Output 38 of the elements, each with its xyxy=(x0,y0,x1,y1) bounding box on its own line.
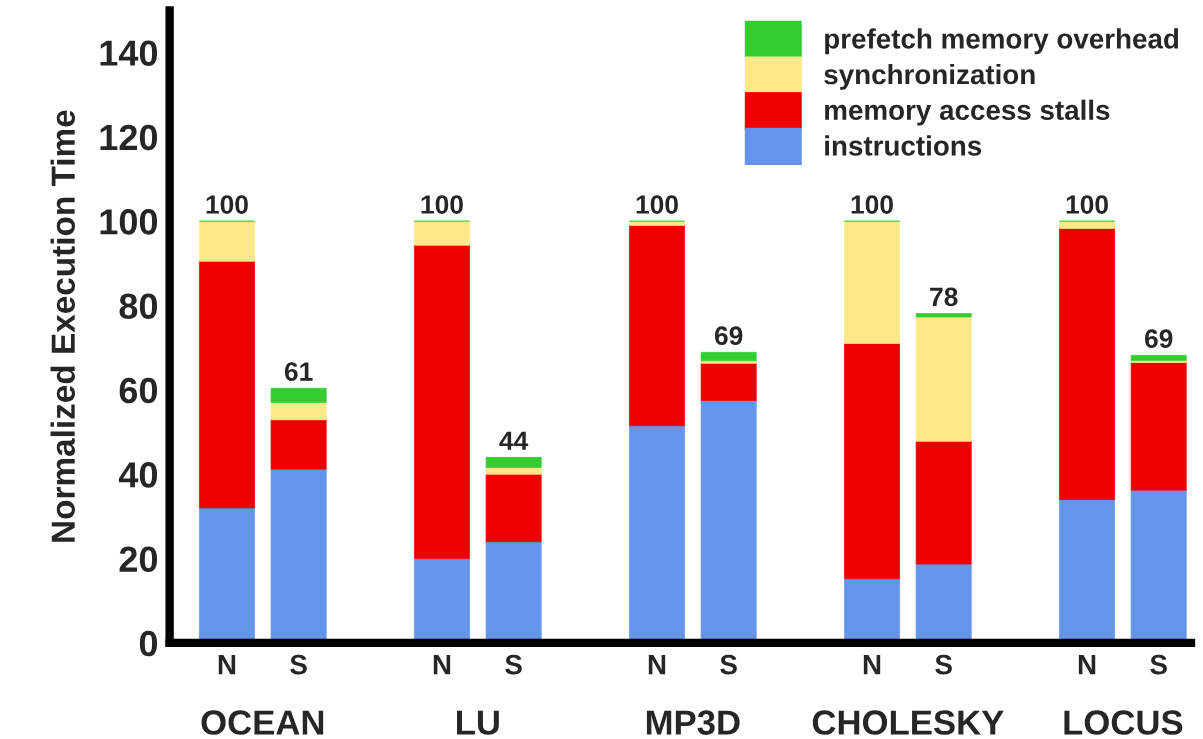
total-label: 100 xyxy=(851,195,893,214)
x-tick-label: S xyxy=(935,654,952,675)
total-label: 100 xyxy=(636,195,678,214)
y-tick-label: 100 xyxy=(100,209,158,235)
total-label: 100 xyxy=(421,195,463,214)
x-tick-label: N xyxy=(433,655,451,675)
legend-label: memory access stalls xyxy=(825,99,1110,126)
total-label: 44 xyxy=(499,431,529,450)
legend-label: prefetch memory overhead xyxy=(825,28,1179,55)
y-tick-label: 60 xyxy=(119,377,158,404)
text: MP3D xyxy=(646,710,740,735)
x-tick-label: N xyxy=(218,655,236,675)
x-tick-label: N xyxy=(1078,655,1096,675)
text: CHOLESKY xyxy=(812,710,1004,735)
y-tick-label: 140 xyxy=(100,40,158,66)
x-tick-label: N xyxy=(863,655,881,675)
y-axis-title: Normalized Execution Time xyxy=(50,110,76,542)
legend-label: instructions xyxy=(825,135,982,156)
y-tick-label: 80 xyxy=(119,293,158,319)
x-tick-label: S xyxy=(1150,654,1167,675)
x-tick-label: N xyxy=(648,655,666,675)
total-label: 78 xyxy=(930,287,958,307)
total-label: 61 xyxy=(284,362,313,381)
text: LU xyxy=(457,710,499,735)
text: LOCUS xyxy=(1064,710,1183,735)
total-label: 69 xyxy=(714,326,743,346)
text: OCEAN xyxy=(201,710,324,735)
legend-label: synchronization xyxy=(824,63,1035,90)
x-tick-label: S xyxy=(720,654,737,675)
x-tick-label: S xyxy=(290,654,307,675)
total-label: 100 xyxy=(1066,195,1108,214)
x-tick-label: S xyxy=(505,654,522,675)
y-tick-label: 120 xyxy=(100,124,158,151)
y-tick-label: 0 xyxy=(139,630,158,657)
y-tick-label: 40 xyxy=(118,462,158,488)
y-tick-label: 20 xyxy=(119,546,158,573)
total-label: 69 xyxy=(1145,329,1173,348)
total-label: 100 xyxy=(206,195,248,214)
